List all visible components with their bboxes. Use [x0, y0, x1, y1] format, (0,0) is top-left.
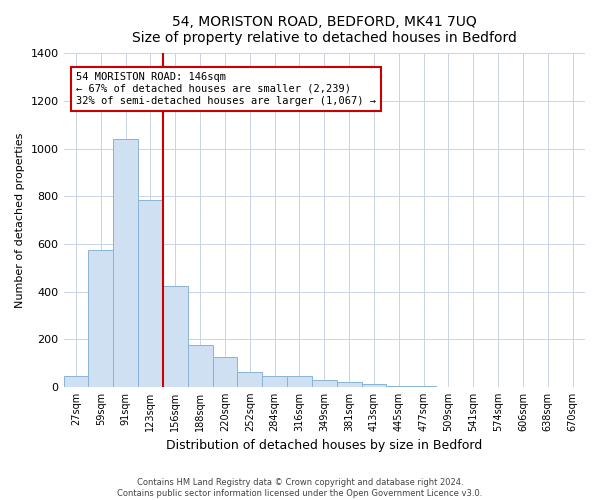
- X-axis label: Distribution of detached houses by size in Bedford: Distribution of detached houses by size …: [166, 440, 482, 452]
- Bar: [262, 376, 287, 387]
- Bar: [88, 250, 113, 387]
- Title: 54, MORISTON ROAD, BEDFORD, MK41 7UQ
Size of property relative to detached house: 54, MORISTON ROAD, BEDFORD, MK41 7UQ Siz…: [132, 15, 517, 45]
- Bar: [287, 376, 312, 387]
- Bar: [238, 372, 262, 387]
- Bar: [386, 386, 411, 387]
- Bar: [362, 384, 386, 387]
- Bar: [212, 357, 238, 387]
- Bar: [188, 345, 212, 387]
- Bar: [337, 382, 362, 387]
- Text: 54 MORISTON ROAD: 146sqm
← 67% of detached houses are smaller (2,239)
32% of sem: 54 MORISTON ROAD: 146sqm ← 67% of detach…: [76, 72, 376, 106]
- Bar: [64, 376, 88, 387]
- Y-axis label: Number of detached properties: Number of detached properties: [15, 132, 25, 308]
- Bar: [163, 286, 188, 387]
- Bar: [312, 380, 337, 387]
- Text: Contains HM Land Registry data © Crown copyright and database right 2024.
Contai: Contains HM Land Registry data © Crown c…: [118, 478, 482, 498]
- Bar: [138, 200, 163, 387]
- Bar: [113, 139, 138, 387]
